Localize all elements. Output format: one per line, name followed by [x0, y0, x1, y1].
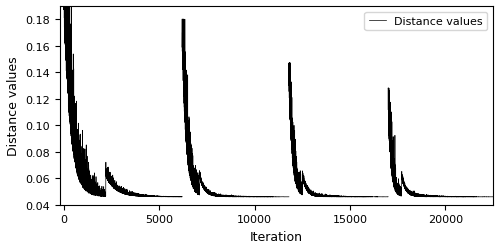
- Line: Distance values: Distance values: [64, 0, 182, 197]
- Distance values: [148, 195, 154, 198]
- Distance values: [178, 196, 184, 198]
- Legend: Distance values: Distance values: [364, 12, 488, 31]
- Distance values: [61, 0, 67, 2]
- Distance values: [98, 190, 104, 193]
- Distance values: [89, 191, 95, 194]
- Distance values: [179, 196, 185, 198]
- Distance values: [66, 102, 72, 105]
- X-axis label: Iteration: Iteration: [250, 230, 303, 243]
- Y-axis label: Distance values: Distance values: [7, 56, 20, 156]
- Distance values: [68, 86, 73, 89]
- Distance values: [64, 43, 70, 46]
